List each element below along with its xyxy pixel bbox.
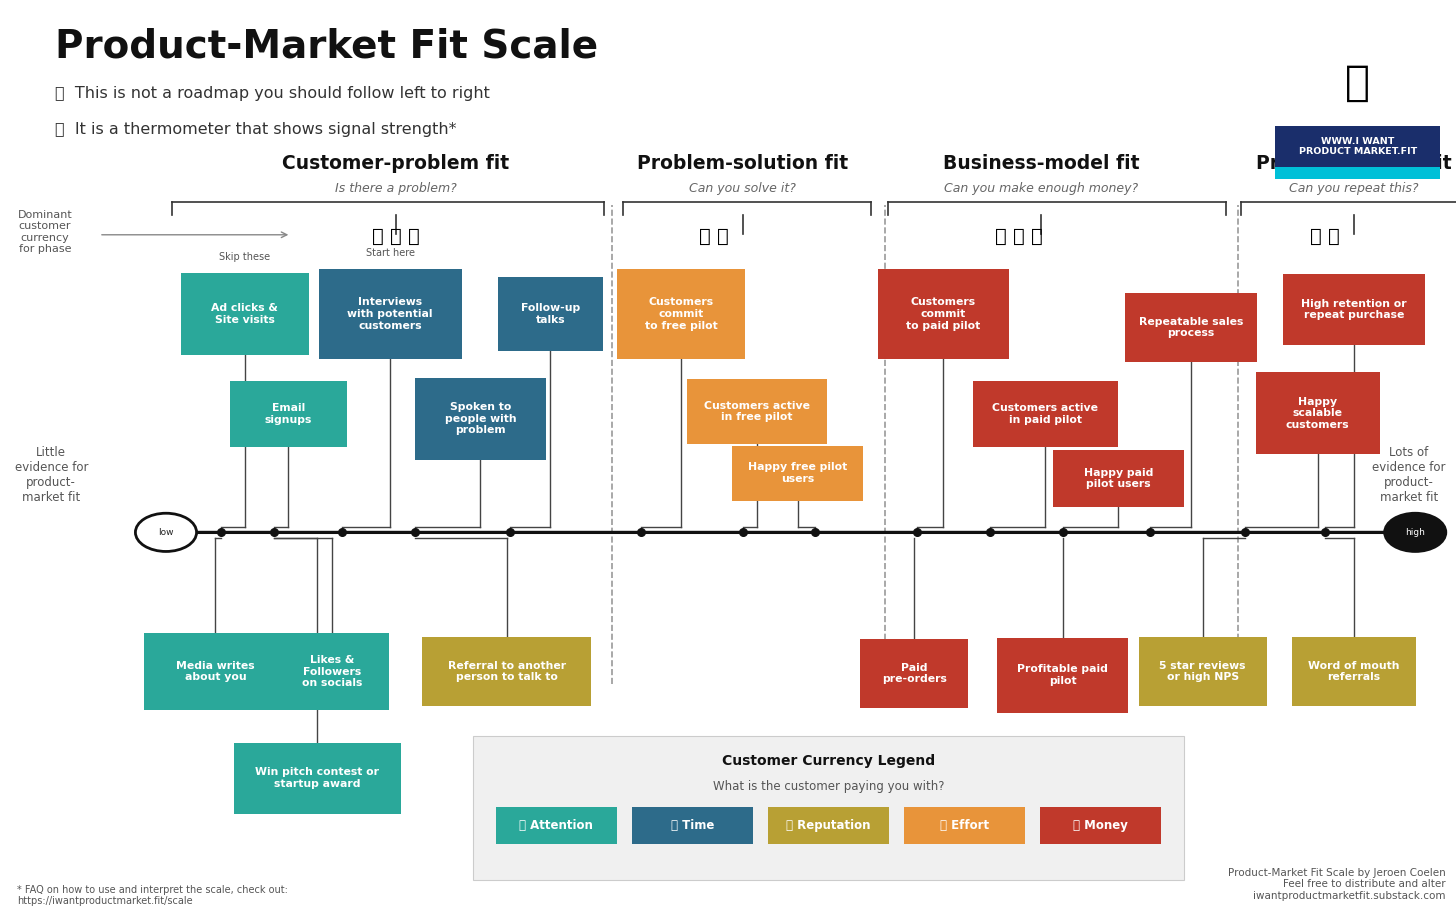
FancyBboxPatch shape [997,638,1128,713]
FancyBboxPatch shape [422,637,591,706]
FancyBboxPatch shape [1139,637,1267,706]
FancyBboxPatch shape [687,379,827,444]
Text: Customers active
in paid pilot: Customers active in paid pilot [993,403,1098,425]
Circle shape [1385,513,1446,551]
Text: 5 star reviews
or high NPS: 5 star reviews or high NPS [1159,661,1246,682]
FancyBboxPatch shape [275,633,389,710]
FancyBboxPatch shape [732,446,863,500]
FancyBboxPatch shape [878,269,1009,359]
Text: Referral to another
person to talk to: Referral to another person to talk to [447,661,566,682]
Text: ❌  This is not a roadmap you should follow left to right: ❌ This is not a roadmap you should follo… [55,86,491,101]
FancyBboxPatch shape [1275,167,1440,179]
Text: Happy
scalable
customers: Happy scalable customers [1286,397,1350,430]
Text: High retention or
repeat purchase: High retention or repeat purchase [1302,298,1406,320]
Text: Problem-solution fit: Problem-solution fit [636,155,849,173]
Text: 👀 ⏰ ⭐: 👀 ⏰ ⭐ [373,228,419,246]
FancyBboxPatch shape [860,639,968,708]
Text: Win pitch contest or
startup award: Win pitch contest or startup award [255,767,380,789]
FancyBboxPatch shape [904,807,1025,844]
Text: Product-Market Fit Scale by Jeroen Coelen
Feel free to distribute and alter
iwan: Product-Market Fit Scale by Jeroen Coele… [1227,868,1446,901]
Text: Repeatable sales
process: Repeatable sales process [1139,317,1243,339]
Text: What is the customer paying you with?: What is the customer paying you with? [713,780,943,793]
FancyBboxPatch shape [498,277,603,351]
Text: Profitable paid
pilot: Profitable paid pilot [1018,664,1108,686]
Text: low: low [159,528,173,537]
FancyBboxPatch shape [144,633,287,710]
Text: 💵 ⭐: 💵 ⭐ [1310,228,1340,246]
Text: Customer Currency Legend: Customer Currency Legend [722,753,935,768]
Text: 💪 ⏰: 💪 ⏰ [699,228,728,246]
Text: Email
signups: Email signups [265,403,312,425]
Text: 💪 ⏰ 💵: 💪 ⏰ 💵 [996,228,1042,246]
Text: * FAQ on how to use and interpret the scale, check out:
https://iwantproductmark: * FAQ on how to use and interpret the sc… [17,885,288,906]
Text: 🦄: 🦄 [1345,62,1370,104]
Text: Product-market fit: Product-market fit [1257,155,1452,173]
Text: Paid
pre-orders: Paid pre-orders [882,662,946,684]
Text: Is there a problem?: Is there a problem? [335,182,457,195]
Text: ⏰ Time: ⏰ Time [671,819,713,832]
Text: 💪 Effort: 💪 Effort [941,819,989,832]
FancyBboxPatch shape [1040,807,1162,844]
Text: Media writes
about you: Media writes about you [176,661,255,682]
FancyBboxPatch shape [415,378,546,460]
FancyBboxPatch shape [1283,274,1425,345]
FancyBboxPatch shape [617,269,745,359]
Text: Product-Market Fit Scale: Product-Market Fit Scale [55,27,598,66]
FancyBboxPatch shape [1255,372,1380,454]
FancyBboxPatch shape [1125,293,1257,362]
FancyBboxPatch shape [769,807,888,844]
FancyBboxPatch shape [1053,450,1184,507]
Text: Little
evidence for
product-
market fit: Little evidence for product- market fit [15,446,87,504]
Text: Customers
commit
to free pilot: Customers commit to free pilot [645,298,718,330]
Text: Happy paid
pilot users: Happy paid pilot users [1083,468,1153,490]
Text: 👀 Attention: 👀 Attention [520,819,593,832]
Text: Start here: Start here [365,248,415,258]
Text: Can you make enough money?: Can you make enough money? [943,182,1139,195]
Text: Can you repeat this?: Can you repeat this? [1290,182,1418,195]
FancyBboxPatch shape [973,381,1118,447]
Text: Business-model fit: Business-model fit [943,155,1139,173]
Text: 💵 Money: 💵 Money [1073,819,1128,832]
Text: Can you solve it?: Can you solve it? [689,182,796,195]
Text: Spoken to
people with
problem: Spoken to people with problem [444,402,517,435]
Text: Customers
commit
to paid pilot: Customers commit to paid pilot [907,298,980,330]
Text: Customer-problem fit: Customer-problem fit [282,155,510,173]
Text: Ad clicks &
Site visits: Ad clicks & Site visits [211,303,278,325]
FancyBboxPatch shape [234,743,402,814]
Circle shape [135,513,197,551]
Text: Customers active
in free pilot: Customers active in free pilot [705,400,810,422]
FancyBboxPatch shape [1293,637,1417,706]
Text: Likes &
Followers
on socials: Likes & Followers on socials [301,655,363,688]
Text: Interviews
with potential
customers: Interviews with potential customers [348,298,432,330]
Text: high: high [1405,528,1425,537]
FancyBboxPatch shape [319,269,462,359]
FancyBboxPatch shape [495,807,617,844]
FancyBboxPatch shape [1275,126,1440,179]
FancyBboxPatch shape [181,273,309,355]
Text: ⭐ Reputation: ⭐ Reputation [786,819,871,832]
Text: Word of mouth
referrals: Word of mouth referrals [1309,661,1399,682]
Text: Follow-up
talks: Follow-up talks [521,303,579,325]
Text: ✅  It is a thermometer that shows signal strength*: ✅ It is a thermometer that shows signal … [55,122,457,136]
Text: Dominant
customer
currency
for phase: Dominant customer currency for phase [17,209,73,255]
Text: Lots of
evidence for
product-
market fit: Lots of evidence for product- market fit [1373,446,1446,504]
FancyBboxPatch shape [473,736,1184,880]
Text: Skip these: Skip these [218,252,271,262]
FancyBboxPatch shape [632,807,753,844]
Text: Happy free pilot
users: Happy free pilot users [748,462,847,484]
Text: WWW.I WANT
PRODUCT MARKET.FIT: WWW.I WANT PRODUCT MARKET.FIT [1299,136,1417,157]
FancyBboxPatch shape [230,381,347,447]
